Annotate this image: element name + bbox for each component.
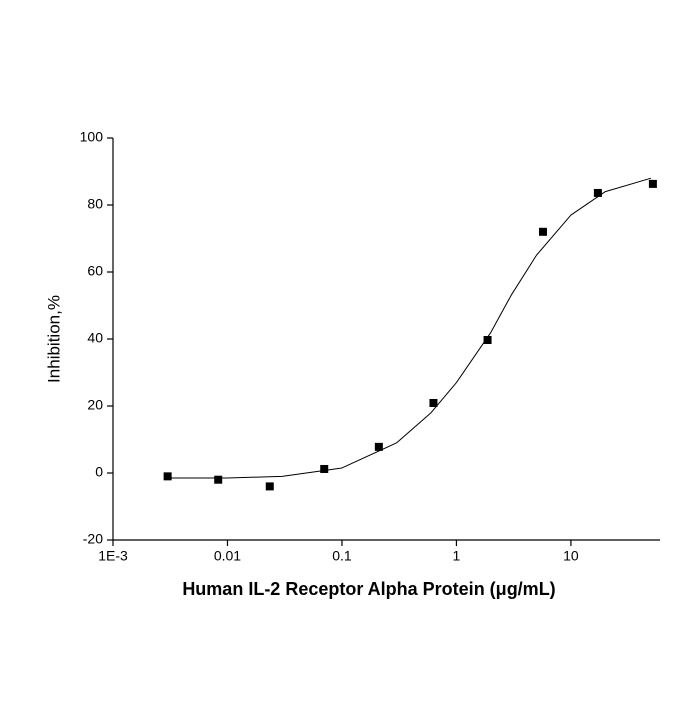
- x-axis-label: Human IL-2 Receptor Alpha Protein (μg/mL…: [182, 579, 555, 599]
- y-tick-label: 0: [95, 464, 103, 480]
- data-point: [374, 442, 383, 451]
- data-point: [429, 398, 438, 407]
- x-tick-label: 1E-3: [98, 548, 128, 564]
- y-tick-label: 20: [87, 397, 103, 413]
- fit-curve: [167, 177, 652, 479]
- x-tick-label: 0.1: [332, 548, 352, 564]
- data-point: [538, 227, 547, 236]
- x-tick-label: 1: [453, 548, 461, 564]
- y-tick-label: 60: [87, 263, 103, 279]
- data-point: [163, 472, 172, 481]
- data-point: [214, 475, 223, 484]
- data-point: [593, 188, 602, 197]
- y-tick-label: 80: [87, 196, 103, 212]
- data-point: [648, 179, 657, 188]
- data-point: [483, 336, 492, 345]
- y-tick-label: -20: [83, 531, 103, 547]
- x-tick-label: 0.01: [214, 548, 241, 564]
- y-axis-label: Inhibition,%: [44, 295, 63, 383]
- data-point: [320, 464, 329, 473]
- x-tick-label: 10: [563, 548, 579, 564]
- y-tick-label: 100: [80, 129, 104, 145]
- data-point: [265, 482, 274, 491]
- y-tick-label: 40: [87, 330, 103, 346]
